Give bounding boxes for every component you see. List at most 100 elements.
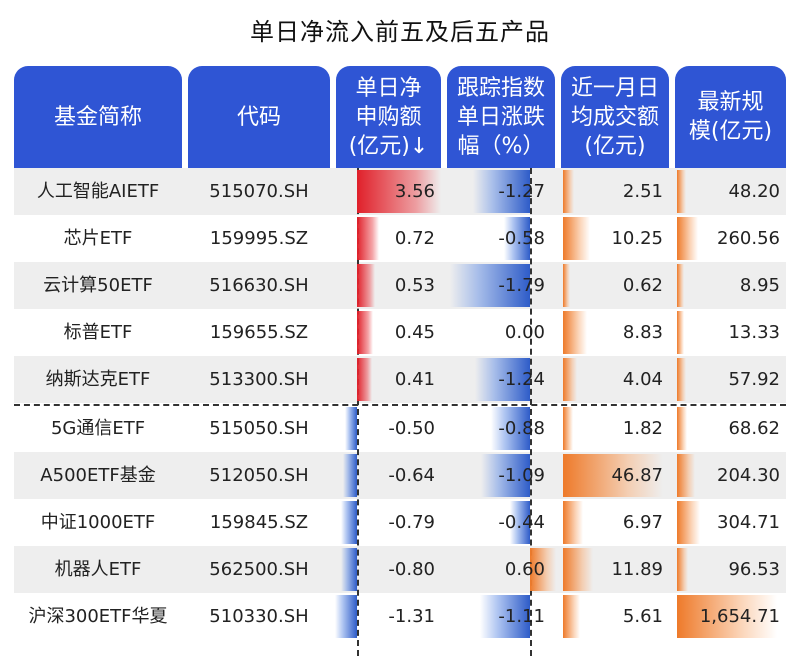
volume-bar [563, 311, 587, 354]
table-row[interactable]: 云计算50ETF 516630.SH 0.53 -1.79 0.62 8.95 [14, 262, 786, 309]
cell-net: 0.41 [336, 356, 441, 403]
cell-size-value: 204.30 [717, 465, 780, 486]
cell-vol-value: 5.61 [622, 606, 663, 627]
cell-size-value: 1,654.71 [699, 606, 780, 627]
cell-size: 204.30 [675, 452, 786, 499]
cell-vol: 10.25 [561, 215, 669, 262]
index-positive-bar [530, 548, 556, 591]
cell-net: -1.31 [336, 593, 441, 640]
cell-net-value: -0.79 [388, 512, 435, 533]
cell-vol-value: 1.82 [622, 418, 663, 439]
header-size-line1: 最新规 [697, 90, 764, 115]
table-row[interactable]: 5G通信ETF 515050.SH -0.50 -0.88 1.82 68.62 [14, 405, 786, 452]
cell-size: 260.56 [675, 215, 786, 262]
index-negative-bar [474, 358, 530, 401]
header-net-subscription[interactable]: 单日净 申购额 (亿元)↓ [336, 66, 441, 168]
cell-code-value: 159655.SZ [209, 322, 309, 343]
cell-net-value: 0.45 [394, 322, 435, 343]
cell-idx-value: -1.09 [498, 465, 545, 486]
table-row[interactable]: 人工智能AIETF 515070.SH 3.56 -1.27 2.51 48.20 [14, 168, 786, 215]
cell-code-value: 513300.SH [209, 369, 309, 390]
cell-size-value: 260.56 [717, 228, 780, 249]
header-vol-line3: (亿元) [584, 133, 646, 159]
cell-size: 1,654.71 [675, 593, 786, 640]
net-negative-bar [335, 595, 357, 638]
table-row[interactable]: 标普ETF 159655.SZ 0.45 0.00 8.83 13.33 [14, 309, 786, 356]
header-idx-line2: 单日涨跌 [456, 104, 545, 130]
cell-vol: 4.04 [561, 356, 669, 403]
net-negative-bar [343, 454, 357, 497]
net-positive-bar [357, 170, 441, 213]
table-row[interactable]: 中证1000ETF 159845.SZ -0.79 -0.44 6.97 304.71 [14, 499, 786, 546]
net-positive-bar [357, 264, 375, 307]
header-net-line2: 申购额 [355, 104, 422, 130]
cell-name-value: 人工智能AIETF [36, 181, 160, 202]
size-bar [677, 170, 686, 213]
cell-code: 159845.SZ [188, 499, 330, 546]
table-title: 单日净流入前五及后五产品 [250, 18, 550, 46]
table-row[interactable]: 沪深300ETF华夏 510330.SH -1.31 -1.11 5.61 1,654.7… [14, 593, 786, 640]
cell-code: 515070.SH [188, 168, 330, 215]
header-net-line3: (亿元)↓ [348, 133, 429, 159]
cell-vol-value: 4.04 [622, 369, 663, 390]
cell-vol: 1.82 [561, 405, 669, 452]
header-index-change: 跟踪指数 单日涨跌 幅（%） [447, 66, 555, 168]
cell-name-value: 机器人ETF [54, 559, 142, 580]
header-idx-line3: 幅（%） [457, 133, 545, 159]
table-row[interactable]: 纳斯达克ETF 513300.SH 0.41 -1.24 4.04 57.92 [14, 356, 786, 403]
cell-code: 510330.SH [188, 593, 330, 640]
cell-idx: 0.00 [447, 309, 555, 356]
header-code: 代码 [188, 66, 330, 168]
table-row[interactable]: A500ETF基金 512050.SH -0.64 -1.09 46.87 204.30 [14, 452, 786, 499]
cell-idx-value: -0.88 [498, 418, 545, 439]
cell-name-value: 沪深300ETF华夏 [28, 606, 168, 627]
cell-code-value: 510330.SH [209, 606, 309, 627]
cell-code-value: 159845.SZ [209, 512, 309, 533]
net-negative-bar [344, 407, 357, 450]
cell-name-value: 5G通信ETF [50, 418, 146, 439]
cell-size-value: 57.92 [728, 369, 780, 390]
size-bar [677, 454, 695, 497]
cell-net: -0.79 [336, 499, 441, 546]
table-row[interactable]: 机器人ETF 562500.SH -0.80 0.60 11.89 96.53 [14, 546, 786, 593]
index-negative-bar [480, 595, 530, 638]
header-code-label: 代码 [236, 104, 281, 130]
size-bar [677, 548, 689, 591]
net-positive-bar [357, 311, 373, 354]
volume-bar [563, 595, 581, 638]
cell-code-value: 159995.SZ [209, 228, 309, 249]
net-positive-bar [357, 217, 379, 260]
cell-net-value: -0.64 [388, 465, 435, 486]
cell-size-value: 8.95 [739, 275, 780, 296]
cell-size: 304.71 [675, 499, 786, 546]
cell-vol-value: 6.97 [622, 512, 663, 533]
cell-code: 159655.SZ [188, 309, 330, 356]
size-bar [677, 595, 777, 638]
header-vol-line2: 均成交额 [570, 104, 659, 130]
header-name-label: 基金简称 [53, 104, 142, 130]
cell-code: 516630.SH [188, 262, 330, 309]
cell-net-value: -0.80 [388, 559, 435, 580]
cell-name: 沪深300ETF华夏 [14, 593, 182, 640]
cell-net: -0.50 [336, 405, 441, 452]
cell-idx-value: -1.27 [498, 181, 545, 202]
cell-idx-value: -1.11 [498, 606, 545, 627]
cell-idx-value: 0.00 [504, 322, 545, 343]
column-divider-right [530, 168, 532, 656]
cell-idx: -0.88 [447, 405, 555, 452]
cell-vol-value: 11.89 [611, 559, 663, 580]
net-negative-bar [341, 501, 357, 544]
cell-idx: -0.58 [447, 215, 555, 262]
volume-bar [563, 501, 583, 544]
volume-bar [563, 454, 663, 497]
volume-bar [563, 358, 578, 401]
volume-bar [563, 217, 590, 260]
cell-name-value: A500ETF基金 [40, 465, 156, 486]
size-bar [677, 264, 684, 307]
cell-net: -0.64 [336, 452, 441, 499]
table-row[interactable]: 芯片ETF 159995.SZ 0.72 -0.58 10.25 260.56 [14, 215, 786, 262]
header-idx-line1: 跟踪指数 [456, 75, 545, 101]
cell-size: 8.95 [675, 262, 786, 309]
cell-name: 纳斯达克ETF [14, 356, 182, 403]
cell-vol: 5.61 [561, 593, 669, 640]
